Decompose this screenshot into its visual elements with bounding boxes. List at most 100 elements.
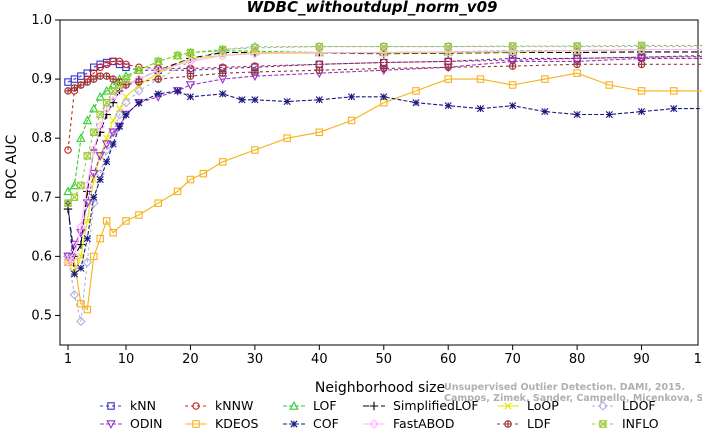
- point-knnw-9: [122, 60, 130, 69]
- legend-label-knn: kNN: [130, 398, 156, 413]
- point-odin-4: [89, 169, 99, 179]
- point-inflo-5: [96, 110, 104, 119]
- legend-marker-ldf: [504, 420, 512, 428]
- point-ldf-13: [218, 69, 227, 77]
- legend-label-knnw: kNNW: [215, 398, 253, 413]
- point-cof-24: [509, 102, 517, 110]
- point-fastabod-16: [379, 47, 389, 58]
- point-odin-19: [507, 57, 518, 67]
- legend-marker-kdeos: [192, 420, 200, 428]
- series-layer: [63, 41, 702, 327]
- point-fastabod-11: [153, 65, 163, 76]
- x-tick-label-0: 1: [64, 352, 72, 367]
- point-kdeos-22: [476, 75, 485, 83]
- point-kdeos-25: [573, 69, 581, 77]
- chart-title: WDBC_withoutdupl_norm_v09: [247, 0, 498, 16]
- point-inflo-0: [64, 199, 72, 207]
- point-fastabod-5: [95, 121, 105, 132]
- point-ldof-10: [134, 86, 144, 96]
- series-fastabod: [63, 44, 702, 268]
- point-odin-3: [82, 199, 93, 209]
- point-cof-25: [541, 108, 549, 116]
- point-cof-2: [77, 264, 85, 272]
- point-cof-18: [315, 96, 323, 104]
- legend-item-simplifiedlof: SimplifiedLOF: [363, 398, 479, 413]
- x-tick-label-7: 70: [504, 352, 521, 367]
- point-inflo-3: [83, 152, 92, 160]
- point-inflo-13: [186, 48, 195, 57]
- point-inflo-6: [102, 98, 111, 107]
- legend-marker-loop: [504, 402, 512, 410]
- point-loop-6: [103, 134, 111, 142]
- point-inflo-20: [573, 42, 581, 50]
- legend-item-ldof: LDOF: [592, 398, 656, 413]
- point-cof-17: [283, 97, 291, 106]
- point-cof-21: [412, 99, 420, 107]
- point-inflo-9: [122, 75, 130, 83]
- point-kdeos-11: [173, 187, 182, 196]
- point-cof-3: [83, 235, 91, 243]
- y-axis-title: ROC AUC: [4, 134, 20, 199]
- point-kdeos-27: [637, 87, 646, 95]
- point-ldf-2: [77, 81, 85, 89]
- point-fastabod-7: [108, 92, 118, 102]
- point-odin-5: [95, 152, 105, 161]
- point-inflo-4: [90, 128, 98, 137]
- point-kdeos-3: [83, 305, 92, 314]
- legend-item-inflo: INFLO: [592, 416, 659, 431]
- legend-label-lof: LOF: [313, 398, 337, 413]
- legend-marker-fastabod: [369, 419, 379, 429]
- point-ldof-9: [121, 97, 131, 108]
- point-ldf-10: [135, 78, 143, 86]
- x-tick-label-9: 90: [633, 352, 650, 367]
- legend-marker-inflo: [599, 420, 607, 428]
- point-cof-5: [96, 175, 104, 184]
- point-inflo-7: [109, 87, 117, 95]
- point-ldof-1: [69, 289, 80, 300]
- point-inflo-11: [154, 57, 162, 66]
- point-cof-9: [122, 110, 130, 119]
- x-tick-label-6: 60: [440, 352, 457, 367]
- point-cof-14: [219, 90, 227, 98]
- legend-marker-knnw: [192, 402, 200, 410]
- legend-label-kdeos: KDEOS: [215, 416, 259, 431]
- point-cof-7: [109, 140, 117, 148]
- x-tick-label-8: 80: [569, 352, 586, 367]
- legend-marker-cof: [290, 420, 298, 428]
- point-kdeos-14: [218, 158, 227, 166]
- x-tick-label-4: 40: [311, 352, 328, 367]
- point-lof-5: [95, 91, 105, 101]
- legend-item-odin: ODIN: [100, 416, 163, 431]
- point-cof-26: [573, 110, 581, 119]
- point-odin-7: [108, 128, 118, 138]
- point-inflo-8: [115, 81, 124, 89]
- legend-item-ldf: LDF: [497, 416, 551, 431]
- series-line-kdeos: [68, 72, 702, 311]
- point-lof-6: [101, 85, 112, 95]
- point-cof-10: [135, 99, 143, 107]
- point-knn-0: [64, 78, 72, 86]
- point-kdeos-20: [412, 87, 420, 95]
- point-kdeos-28: [670, 87, 678, 95]
- point-knnw-0: [64, 146, 72, 154]
- point-ldf-17: [444, 63, 452, 71]
- point-cof-29: [670, 105, 678, 113]
- point-ldf-7: [109, 75, 117, 83]
- y-tick-label-5: 1.0: [31, 13, 52, 28]
- point-odin-1: [69, 240, 80, 250]
- legend-label-ldof: LDOF: [622, 398, 656, 413]
- point-kdeos-10: [154, 199, 162, 207]
- x-tick-label-5: 50: [376, 352, 393, 367]
- point-inflo-1: [70, 193, 79, 202]
- axes-layer: 1 10 20 30 40 50 60 70 80 90 100 0.5 0.6 0.7 0.8 0.9 1.0: [31, 13, 702, 367]
- point-cof-16: [251, 96, 259, 104]
- point-kdeos-4: [90, 252, 98, 261]
- plot-frame: [59, 19, 699, 346]
- legend-marker-odin: [106, 420, 116, 429]
- point-kdeos-7: [109, 228, 117, 237]
- point-ldf-6: [102, 72, 111, 80]
- point-inflo-18: [444, 42, 452, 51]
- point-inflo-15: [251, 44, 259, 52]
- point-fastabod-13: [217, 50, 228, 61]
